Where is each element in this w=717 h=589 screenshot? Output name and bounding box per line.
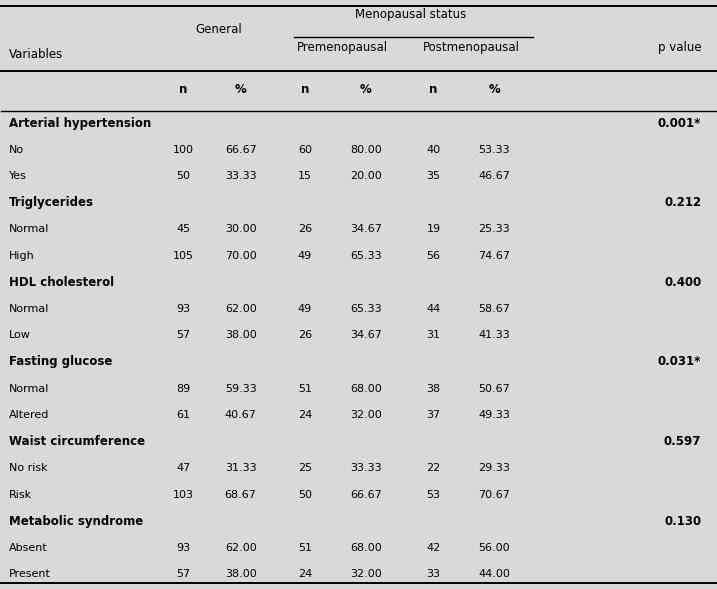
Text: 25.33: 25.33	[478, 224, 510, 234]
Text: 0.001*: 0.001*	[658, 117, 701, 130]
Text: 65.33: 65.33	[350, 251, 381, 261]
Text: 51: 51	[298, 543, 312, 553]
Text: 44: 44	[427, 304, 441, 314]
Text: 62.00: 62.00	[224, 543, 257, 553]
Text: Postmenopausal: Postmenopausal	[422, 41, 520, 54]
Text: Metabolic syndrome: Metabolic syndrome	[9, 515, 143, 528]
Text: 68.67: 68.67	[224, 489, 257, 499]
Text: %: %	[360, 83, 371, 96]
Text: 33: 33	[427, 570, 440, 580]
Text: High: High	[9, 251, 34, 261]
Text: 34.67: 34.67	[350, 224, 381, 234]
Text: 57: 57	[176, 330, 191, 340]
Text: 38: 38	[427, 383, 440, 393]
Text: 40: 40	[427, 145, 440, 155]
Text: 57: 57	[176, 570, 191, 580]
Text: 35: 35	[427, 171, 440, 181]
Text: 93: 93	[176, 304, 191, 314]
Text: 100: 100	[173, 145, 194, 155]
Text: 31.33: 31.33	[225, 463, 257, 473]
Text: 46.67: 46.67	[478, 171, 510, 181]
Text: 25: 25	[298, 463, 312, 473]
Text: 0.130: 0.130	[664, 515, 701, 528]
Text: n: n	[179, 83, 188, 96]
Text: 29.33: 29.33	[478, 463, 510, 473]
Text: 59.33: 59.33	[224, 383, 257, 393]
Text: Menopausal status: Menopausal status	[355, 8, 466, 21]
Text: 49: 49	[298, 251, 312, 261]
Text: 19: 19	[427, 224, 440, 234]
Text: 68.00: 68.00	[350, 543, 381, 553]
Text: %: %	[234, 83, 247, 96]
Text: No risk: No risk	[9, 463, 47, 473]
Text: Waist circumference: Waist circumference	[9, 435, 145, 448]
Text: n: n	[300, 83, 309, 96]
Text: 103: 103	[173, 489, 194, 499]
Text: %: %	[488, 83, 500, 96]
Text: n: n	[429, 83, 437, 96]
Text: No: No	[9, 145, 24, 155]
Text: 42: 42	[427, 543, 441, 553]
Text: 70.67: 70.67	[478, 489, 510, 499]
Text: 24: 24	[298, 410, 312, 420]
Text: 44.00: 44.00	[478, 570, 510, 580]
Text: 66.67: 66.67	[350, 489, 381, 499]
Text: 68.00: 68.00	[350, 383, 381, 393]
Text: 22: 22	[427, 463, 441, 473]
Text: 74.67: 74.67	[478, 251, 511, 261]
Text: 56.00: 56.00	[478, 543, 510, 553]
Text: 56: 56	[427, 251, 440, 261]
Text: Arterial hypertension: Arterial hypertension	[9, 117, 151, 130]
Text: 62.00: 62.00	[224, 304, 257, 314]
Text: General: General	[196, 23, 242, 36]
Text: Present: Present	[9, 570, 50, 580]
Text: 15: 15	[298, 171, 312, 181]
Text: Normal: Normal	[9, 224, 49, 234]
Text: HDL cholesterol: HDL cholesterol	[9, 276, 114, 289]
Text: 32.00: 32.00	[350, 410, 381, 420]
Text: 66.67: 66.67	[224, 145, 257, 155]
Text: 31: 31	[427, 330, 440, 340]
Text: 65.33: 65.33	[350, 304, 381, 314]
Text: 30.00: 30.00	[225, 224, 257, 234]
Text: 20.00: 20.00	[350, 171, 381, 181]
Text: 50: 50	[176, 171, 191, 181]
Text: 0.212: 0.212	[664, 196, 701, 209]
Text: 24: 24	[298, 570, 312, 580]
Text: 0.597: 0.597	[664, 435, 701, 448]
Text: 38.00: 38.00	[224, 570, 257, 580]
Text: 70.00: 70.00	[224, 251, 257, 261]
Text: Variables: Variables	[9, 48, 63, 61]
Text: 33.33: 33.33	[225, 171, 257, 181]
Text: Yes: Yes	[9, 171, 27, 181]
Text: Premenopausal: Premenopausal	[297, 41, 388, 54]
Text: 93: 93	[176, 543, 191, 553]
Text: 38.00: 38.00	[224, 330, 257, 340]
Text: 0.400: 0.400	[664, 276, 701, 289]
Text: 61: 61	[176, 410, 191, 420]
Text: 32.00: 32.00	[350, 570, 381, 580]
Text: Absent: Absent	[9, 543, 47, 553]
Text: 33.33: 33.33	[350, 463, 381, 473]
Text: 49: 49	[298, 304, 312, 314]
Text: 80.00: 80.00	[350, 145, 381, 155]
Text: Fasting glucose: Fasting glucose	[9, 356, 112, 369]
Text: 58.67: 58.67	[478, 304, 510, 314]
Text: 47: 47	[176, 463, 191, 473]
Text: Altered: Altered	[9, 410, 49, 420]
Text: 34.67: 34.67	[350, 330, 381, 340]
Text: Normal: Normal	[9, 383, 49, 393]
Text: Risk: Risk	[9, 489, 32, 499]
Text: 0.031*: 0.031*	[658, 356, 701, 369]
Text: 45: 45	[176, 224, 191, 234]
Text: p value: p value	[657, 41, 701, 54]
Text: 49.33: 49.33	[478, 410, 510, 420]
Text: 53: 53	[427, 489, 440, 499]
Text: Triglycerides: Triglycerides	[9, 196, 93, 209]
Text: 37: 37	[427, 410, 440, 420]
Text: 51: 51	[298, 383, 312, 393]
Text: 89: 89	[176, 383, 191, 393]
Text: Normal: Normal	[9, 304, 49, 314]
Text: 105: 105	[173, 251, 194, 261]
